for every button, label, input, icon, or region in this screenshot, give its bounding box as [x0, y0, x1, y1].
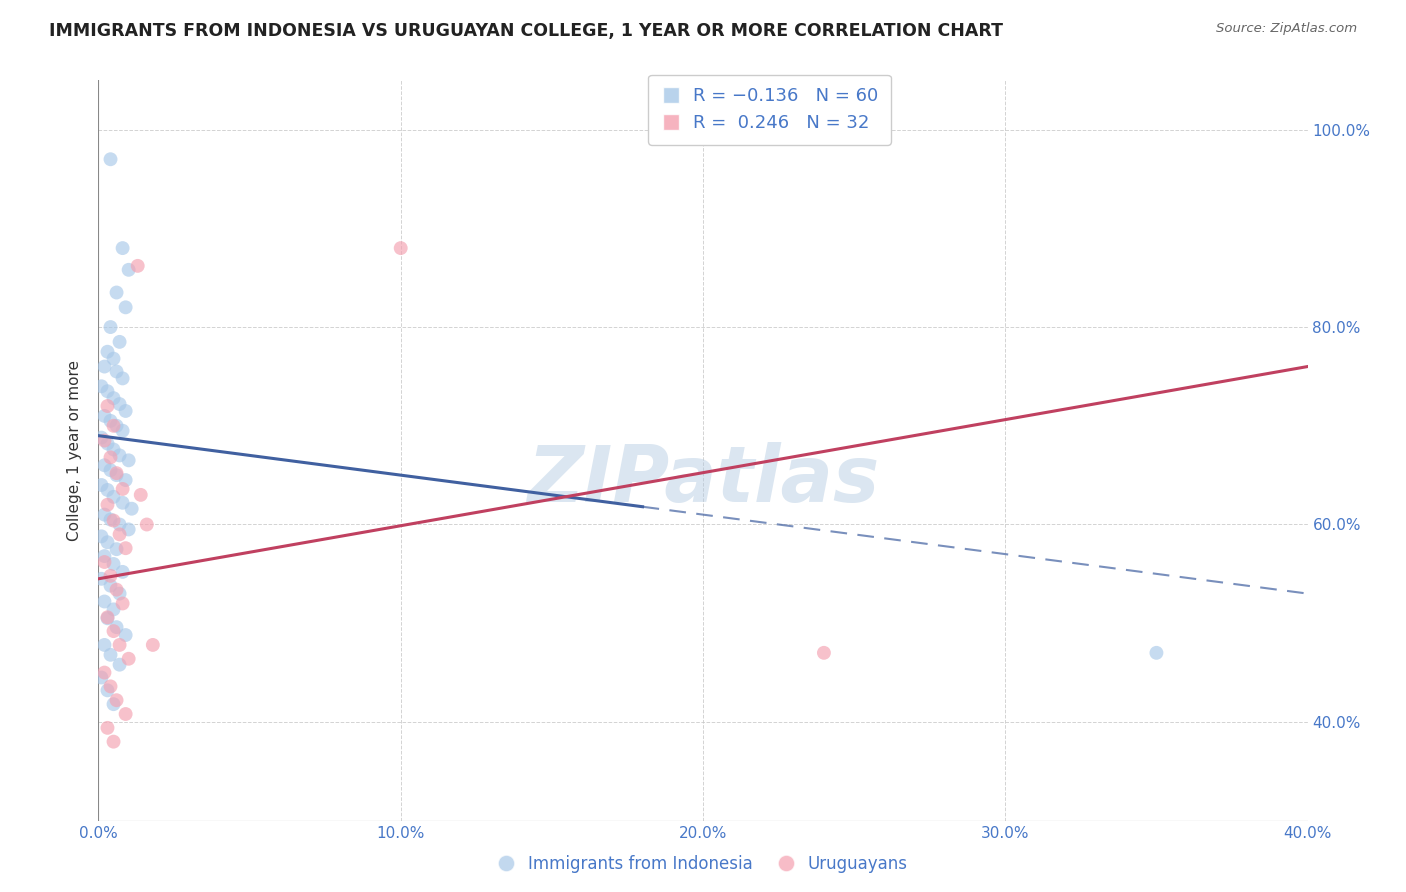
Point	[121, 501, 143, 516]
Point	[90, 671, 112, 685]
Point	[114, 404, 136, 418]
Point	[114, 301, 136, 315]
Point	[114, 628, 136, 642]
Point	[108, 449, 131, 463]
Point	[100, 450, 122, 465]
Point	[96, 498, 118, 512]
Point	[103, 734, 125, 748]
Point	[93, 549, 115, 563]
Point	[93, 458, 115, 473]
Point	[111, 424, 134, 438]
Point	[111, 565, 134, 579]
Point	[100, 153, 122, 167]
Point	[100, 320, 122, 334]
Point	[108, 527, 131, 541]
Point	[93, 359, 115, 374]
Point	[105, 285, 128, 300]
Point	[142, 638, 165, 652]
Point	[108, 586, 131, 600]
Point	[96, 683, 118, 698]
Point	[111, 482, 134, 496]
Point	[105, 466, 128, 480]
Point	[90, 572, 112, 586]
Point	[103, 697, 125, 711]
Point	[105, 693, 128, 707]
Point	[114, 541, 136, 556]
Point	[93, 594, 115, 608]
Point	[114, 706, 136, 721]
Point	[93, 508, 115, 522]
Text: IMMIGRANTS FROM INDONESIA VS URUGUAYAN COLLEGE, 1 YEAR OR MORE CORRELATION CHART: IMMIGRANTS FROM INDONESIA VS URUGUAYAN C…	[49, 22, 1004, 40]
Point	[103, 351, 125, 366]
Point	[96, 344, 118, 359]
Point	[96, 535, 118, 549]
Point	[129, 488, 152, 502]
Point	[108, 638, 131, 652]
Point	[118, 652, 141, 666]
Point	[127, 259, 149, 273]
Point	[96, 483, 118, 497]
Point	[93, 434, 115, 448]
Point	[103, 557, 125, 571]
Point	[90, 529, 112, 543]
Point	[96, 399, 118, 413]
Point	[111, 597, 134, 611]
Point	[108, 517, 131, 532]
Point	[100, 648, 122, 662]
Point	[103, 391, 125, 405]
Point	[114, 473, 136, 487]
Point	[111, 371, 134, 385]
Point	[108, 334, 131, 349]
Point	[813, 646, 835, 660]
Point	[90, 478, 112, 492]
Point	[93, 638, 115, 652]
Point	[105, 468, 128, 483]
Point	[90, 431, 112, 445]
Point	[135, 517, 157, 532]
Point	[105, 620, 128, 634]
Point	[100, 463, 122, 477]
Point	[105, 582, 128, 597]
Point	[105, 418, 128, 433]
Point	[118, 523, 141, 537]
Point	[96, 721, 118, 735]
Point	[100, 414, 122, 428]
Point	[96, 611, 118, 625]
Point	[96, 436, 118, 450]
Point	[100, 579, 122, 593]
Point	[103, 490, 125, 504]
Point	[93, 409, 115, 423]
Point	[96, 384, 118, 399]
Point	[103, 418, 125, 433]
Point	[105, 542, 128, 557]
Point	[96, 610, 118, 624]
Legend: Immigrants from Indonesia, Uruguayans: Immigrants from Indonesia, Uruguayans	[492, 848, 914, 880]
Point	[105, 364, 128, 378]
Text: Source: ZipAtlas.com: Source: ZipAtlas.com	[1216, 22, 1357, 36]
Point	[93, 665, 115, 680]
Point	[100, 679, 122, 693]
Point	[118, 262, 141, 277]
Y-axis label: College, 1 year or more: College, 1 year or more	[67, 360, 83, 541]
Point	[389, 241, 412, 255]
Point	[103, 442, 125, 457]
Point	[111, 496, 134, 510]
Point	[118, 453, 141, 467]
Point	[1144, 646, 1167, 660]
Legend: R = −0.136   N = 60, R =  0.246   N = 32: R = −0.136 N = 60, R = 0.246 N = 32	[648, 75, 891, 145]
Point	[90, 379, 112, 393]
Point	[100, 569, 122, 583]
Point	[108, 397, 131, 411]
Point	[93, 555, 115, 569]
Point	[108, 657, 131, 672]
Point	[103, 624, 125, 639]
Point	[103, 514, 125, 528]
Text: ZIPatlas: ZIPatlas	[527, 442, 879, 518]
Point	[103, 602, 125, 616]
Point	[100, 512, 122, 526]
Point	[111, 241, 134, 255]
